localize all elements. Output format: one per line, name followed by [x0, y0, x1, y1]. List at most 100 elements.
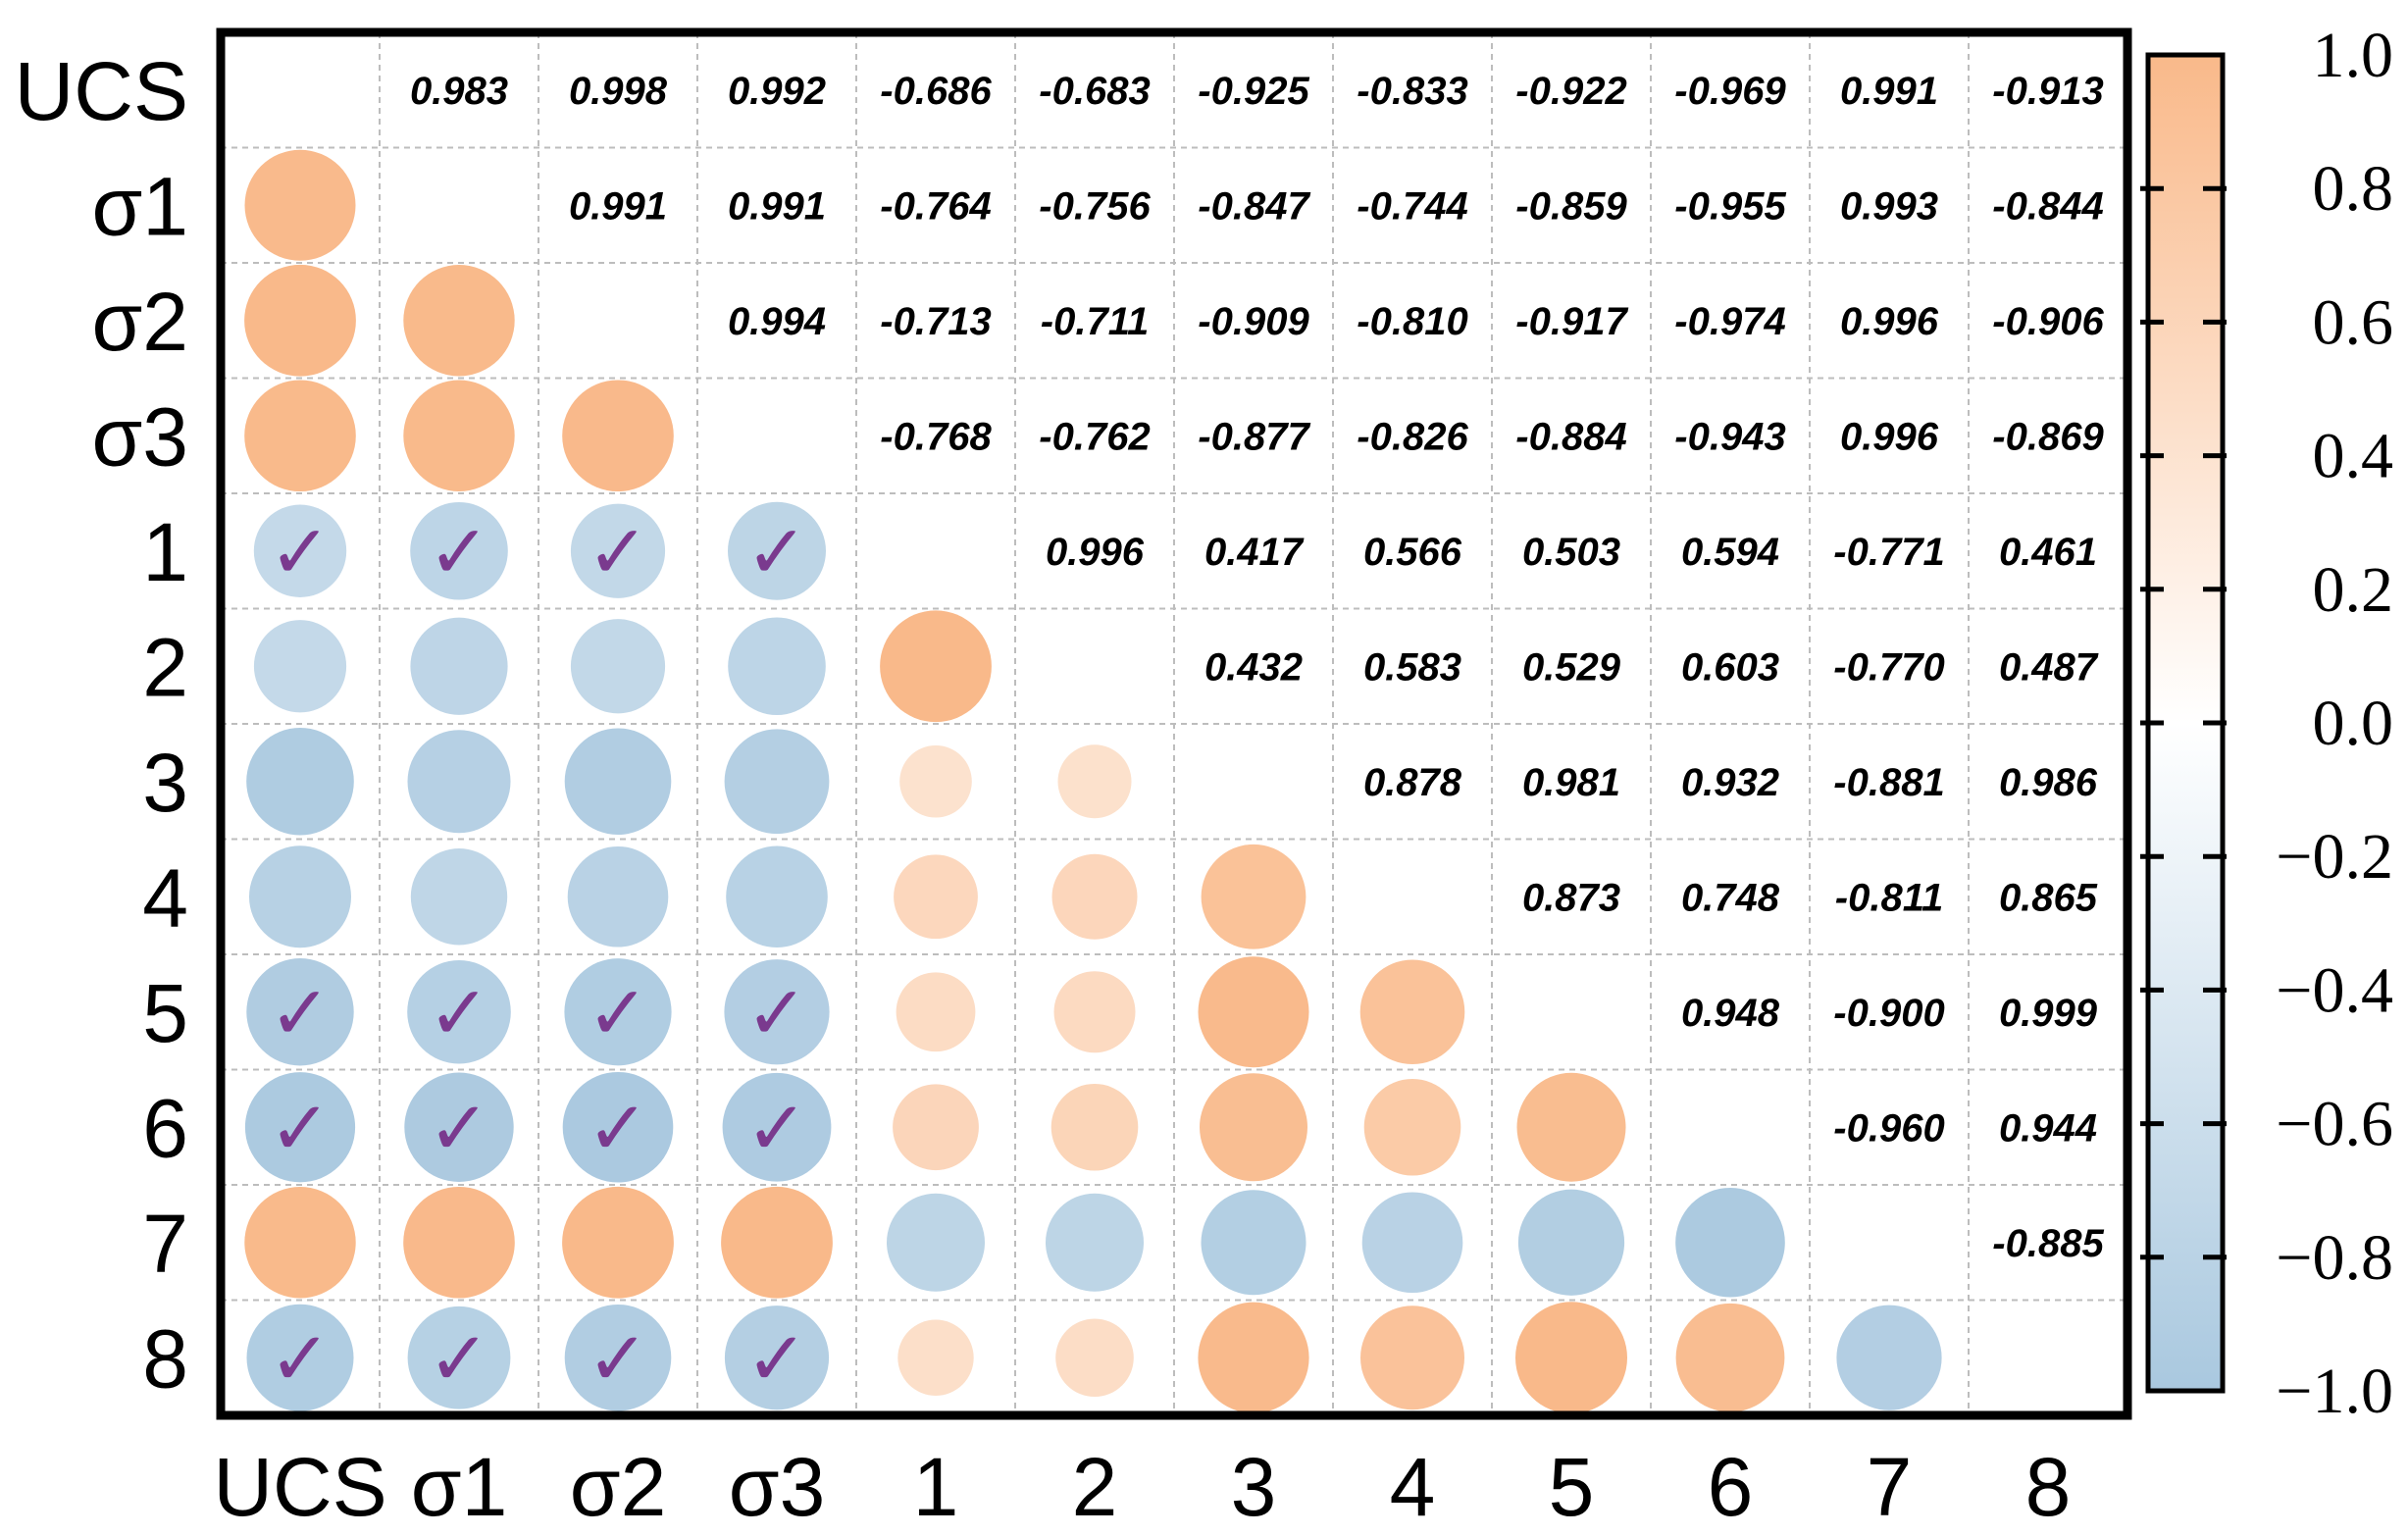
corr-circle-5-1	[410, 617, 508, 715]
coef-label-4-11: 0.461	[1999, 531, 2097, 574]
colorbar-tick-label-3: 0.4	[2313, 421, 2394, 492]
col-label-1: σ1	[411, 1441, 508, 1533]
corr-circle-6-3	[724, 729, 830, 835]
colorbar-tick-label-4: 0.2	[2313, 554, 2394, 626]
corr-circle-2-0	[244, 264, 356, 377]
check-mark-4-0: ✓	[269, 508, 332, 595]
row-label-9: 6	[142, 1082, 188, 1174]
corr-circle-6-5	[1057, 744, 1132, 819]
corr-circle-11-0	[246, 1304, 354, 1411]
corr-circle-10-2	[562, 1186, 674, 1299]
corr-circle-8-4	[896, 972, 976, 1052]
coef-label-0-3: 0.992	[728, 70, 826, 113]
corr-circle-10-4	[887, 1193, 985, 1292]
coef-label-1-7: -0.744	[1357, 184, 1467, 228]
colorbar-tick-label-7: −0.4	[2276, 954, 2393, 1026]
col-label-9: 6	[1708, 1441, 1754, 1533]
check-mark-9-1: ✓	[428, 1084, 490, 1171]
coef-label-5-11: 0.487	[1999, 645, 2099, 689]
correlation-circles	[244, 149, 1942, 1414]
coef-label-8-9: 0.948	[1681, 992, 1780, 1035]
check-mark-4-2: ✓	[587, 508, 649, 595]
coef-label-0-4: -0.686	[880, 70, 992, 113]
corr-circle-6-4	[899, 744, 972, 818]
corr-circle-10-7	[1361, 1192, 1463, 1294]
corr-circle-11-6	[1198, 1302, 1309, 1413]
check-mark-8-2: ✓	[587, 969, 649, 1056]
row-label-5: 2	[142, 621, 188, 713]
corr-circle-10-1	[403, 1186, 515, 1299]
row-label-2: σ2	[91, 276, 188, 368]
coef-label-4-8: 0.503	[1522, 531, 1620, 574]
corr-circle-10-8	[1517, 1189, 1625, 1296]
colorbar-tick-label-2: 0.6	[2313, 286, 2394, 358]
corr-circle-11-5	[1055, 1318, 1134, 1398]
coef-label-3-5: -0.762	[1039, 415, 1150, 458]
corr-circle-8-5	[1053, 971, 1136, 1053]
coef-label-2-8: -0.917	[1515, 300, 1628, 343]
coef-label-5-9: 0.603	[1681, 645, 1779, 689]
coef-label-6-10: -0.881	[1833, 761, 1944, 804]
corr-circle-11-8	[1515, 1302, 1627, 1414]
coef-label-5-10: -0.770	[1833, 645, 1944, 689]
coef-label-9-10: -0.960	[1833, 1106, 1944, 1150]
col-label-5: 2	[1072, 1441, 1118, 1533]
corr-circle-8-0	[246, 958, 354, 1066]
coef-label-0-5: -0.683	[1039, 70, 1150, 113]
coef-label-2-4: -0.713	[880, 300, 991, 343]
row-label-0: UCS	[15, 45, 188, 137]
coef-label-0-10: 0.991	[1840, 70, 1938, 113]
corr-circle-3-1	[403, 380, 515, 491]
corr-circle-4-2	[570, 503, 666, 598]
coef-label-5-7: 0.583	[1363, 645, 1461, 689]
colorbar-tick-label-10: −1.0	[2276, 1356, 2393, 1427]
coef-label-2-6: -0.909	[1198, 300, 1309, 343]
corr-circle-11-1	[407, 1306, 511, 1409]
coef-label-1-10: 0.993	[1840, 184, 1938, 228]
row-label-1: σ1	[91, 160, 188, 252]
col-label-2: σ2	[570, 1441, 667, 1533]
coef-label-6-9: 0.932	[1681, 761, 1779, 804]
corr-circle-3-2	[562, 380, 674, 492]
corr-circle-9-8	[1516, 1072, 1626, 1182]
check-mark-9-3: ✓	[745, 1084, 808, 1171]
corr-circle-9-3	[722, 1072, 832, 1182]
row-label-6: 3	[142, 737, 188, 829]
coef-label-3-10: 0.996	[1840, 415, 1939, 458]
corr-circle-9-6	[1200, 1073, 1307, 1182]
check-marks: ✓ ✓ ✓ ✓ ✓ ✓ ✓ ✓ ✓ ✓ ✓ ✓ ✓ ✓ ✓ ✓	[269, 508, 808, 1403]
row-label-7: 4	[142, 851, 188, 944]
corr-circle-7-6	[1201, 844, 1306, 949]
corr-circle-7-0	[249, 845, 351, 948]
coef-label-4-5: 0.996	[1046, 531, 1145, 574]
coef-label-7-8: 0.873	[1522, 876, 1620, 919]
corr-circle-5-2	[570, 619, 666, 714]
coef-label-3-9: -0.943	[1674, 415, 1785, 458]
colorbar-tick-label-9: −0.8	[2276, 1222, 2393, 1294]
check-mark-11-0: ✓	[269, 1314, 332, 1402]
corr-circle-7-5	[1051, 853, 1138, 940]
corr-circle-9-4	[893, 1084, 979, 1171]
column-labels: UCS σ1 σ2 σ3 1 2 3 4 5 6 7 8	[213, 1441, 2071, 1533]
coef-label-0-8: -0.922	[1515, 70, 1626, 113]
coef-label-2-11: -0.906	[1992, 300, 2104, 343]
corr-circle-11-3	[724, 1306, 830, 1410]
coef-label-1-8: -0.859	[1515, 184, 1627, 228]
corr-circle-4-3	[728, 501, 826, 600]
coef-label-1-6: -0.847	[1198, 184, 1310, 228]
corr-circle-8-7	[1359, 959, 1465, 1065]
corr-circle-10-5	[1046, 1193, 1144, 1292]
coef-label-9-11: 0.944	[1999, 1106, 2097, 1150]
corr-circle-10-3	[721, 1186, 833, 1299]
check-mark-8-0: ✓	[269, 969, 332, 1056]
corr-circle-5-3	[728, 617, 826, 716]
corr-circle-11-7	[1360, 1306, 1464, 1410]
check-mark-11-2: ✓	[587, 1314, 649, 1402]
col-label-11: 8	[2025, 1441, 2072, 1533]
coef-label-2-7: -0.810	[1357, 300, 1467, 343]
coef-label-0-9: -0.969	[1674, 70, 1786, 113]
corr-circle-6-0	[246, 727, 354, 836]
coef-label-0-11: -0.913	[1992, 70, 2103, 113]
corr-circle-10-9	[1675, 1187, 1785, 1298]
